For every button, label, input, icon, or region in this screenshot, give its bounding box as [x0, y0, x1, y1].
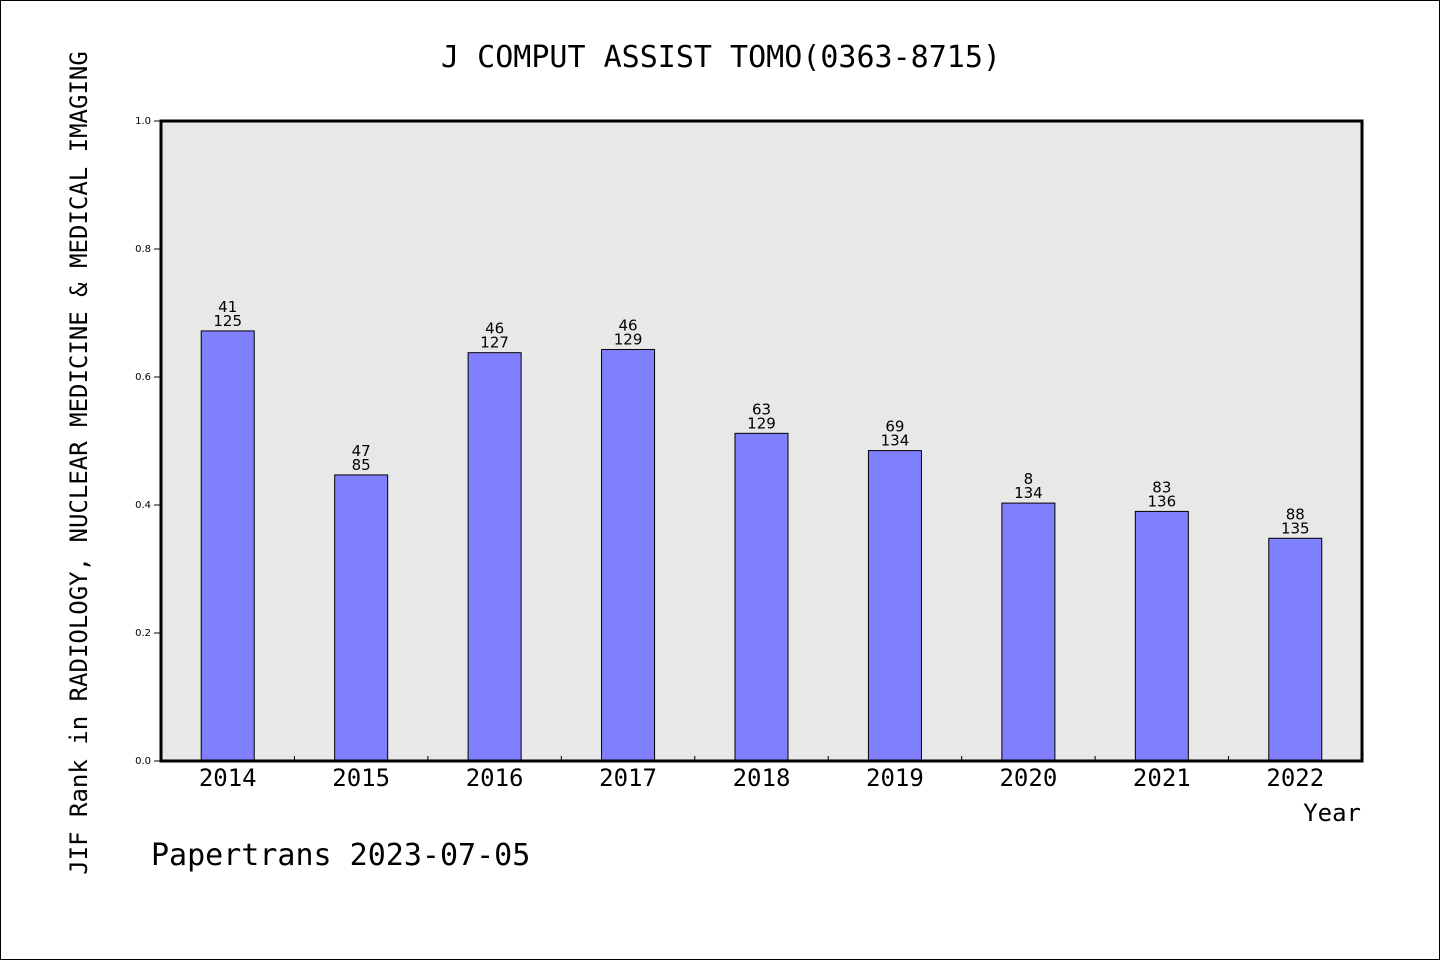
- y-tick-label: 0.0: [135, 756, 151, 767]
- y-tick-label: 1.0: [135, 116, 151, 127]
- y-tick-label: 0.2: [135, 628, 151, 639]
- footer-credit: Papertrans 2023-07-05: [151, 838, 530, 873]
- bar-2014: [200, 330, 255, 762]
- bar-2019: [867, 450, 922, 762]
- bar-rank-label: 47: [352, 442, 371, 460]
- bar-total-label: 135: [1281, 519, 1310, 537]
- bar-2015: [334, 474, 389, 762]
- bar-total-label: 134: [1014, 484, 1043, 502]
- bar-rank-label: 88: [1286, 505, 1305, 523]
- bar-rank-label: 41: [218, 298, 237, 316]
- x-tick-label: 2016: [466, 764, 524, 792]
- chart-title: J COMPUT ASSIST TOMO(0363-8715): [441, 40, 1001, 75]
- bar-rank-label: 83: [1152, 478, 1171, 496]
- x-tick-label: 2020: [999, 764, 1057, 792]
- y-axis-title: JIF Rank in RADIOLOGY, NUCLEAR MEDICINE …: [65, 51, 93, 875]
- x-axis-title: Year: [1303, 799, 1361, 827]
- bar-2022: [1268, 537, 1323, 762]
- x-axis: 2014 2015 2016 2017 2018 2019 2020 2021 2022: [199, 756, 1324, 792]
- x-tick-label: 2014: [199, 764, 257, 792]
- bars: [200, 330, 1323, 762]
- bar-total-label: 129: [614, 330, 643, 348]
- bar-total-label: 136: [1148, 492, 1177, 510]
- x-tick-label: 2017: [599, 764, 657, 792]
- x-tick-label: 2019: [866, 764, 924, 792]
- bar-total-label: 134: [881, 432, 910, 450]
- x-tick-label: 2021: [1133, 764, 1191, 792]
- bar-rank-label: 63: [752, 400, 771, 418]
- bar-total-label: 125: [213, 312, 242, 330]
- y-tick-label: 0.4: [135, 500, 151, 511]
- bar-rank-label: 69: [885, 418, 904, 436]
- bar-rank-label: 46: [485, 320, 504, 338]
- bar-total-label: 129: [747, 414, 776, 432]
- y-tick-label: 0.8: [135, 244, 151, 255]
- bar-rank-label: 46: [619, 316, 638, 334]
- y-tick-label: 0.6: [135, 372, 151, 383]
- bar-2021: [1134, 510, 1189, 762]
- x-tick-label: 2015: [332, 764, 390, 792]
- bar-2017: [601, 348, 656, 762]
- y-axis: 0.0 0.2 0.4 0.6 0.8 1.0: [135, 116, 161, 767]
- bar-2016: [467, 352, 522, 762]
- x-tick-label: 2022: [1266, 764, 1324, 792]
- plot-border: [159, 119, 1364, 763]
- bar-2018: [734, 432, 789, 762]
- x-tick-label: 2018: [733, 764, 791, 792]
- bar-2020: [1001, 502, 1056, 762]
- bar-total-label: 85: [352, 456, 371, 474]
- bar-total-label: 127: [480, 334, 509, 352]
- bar-rank-label: 8: [1024, 470, 1034, 488]
